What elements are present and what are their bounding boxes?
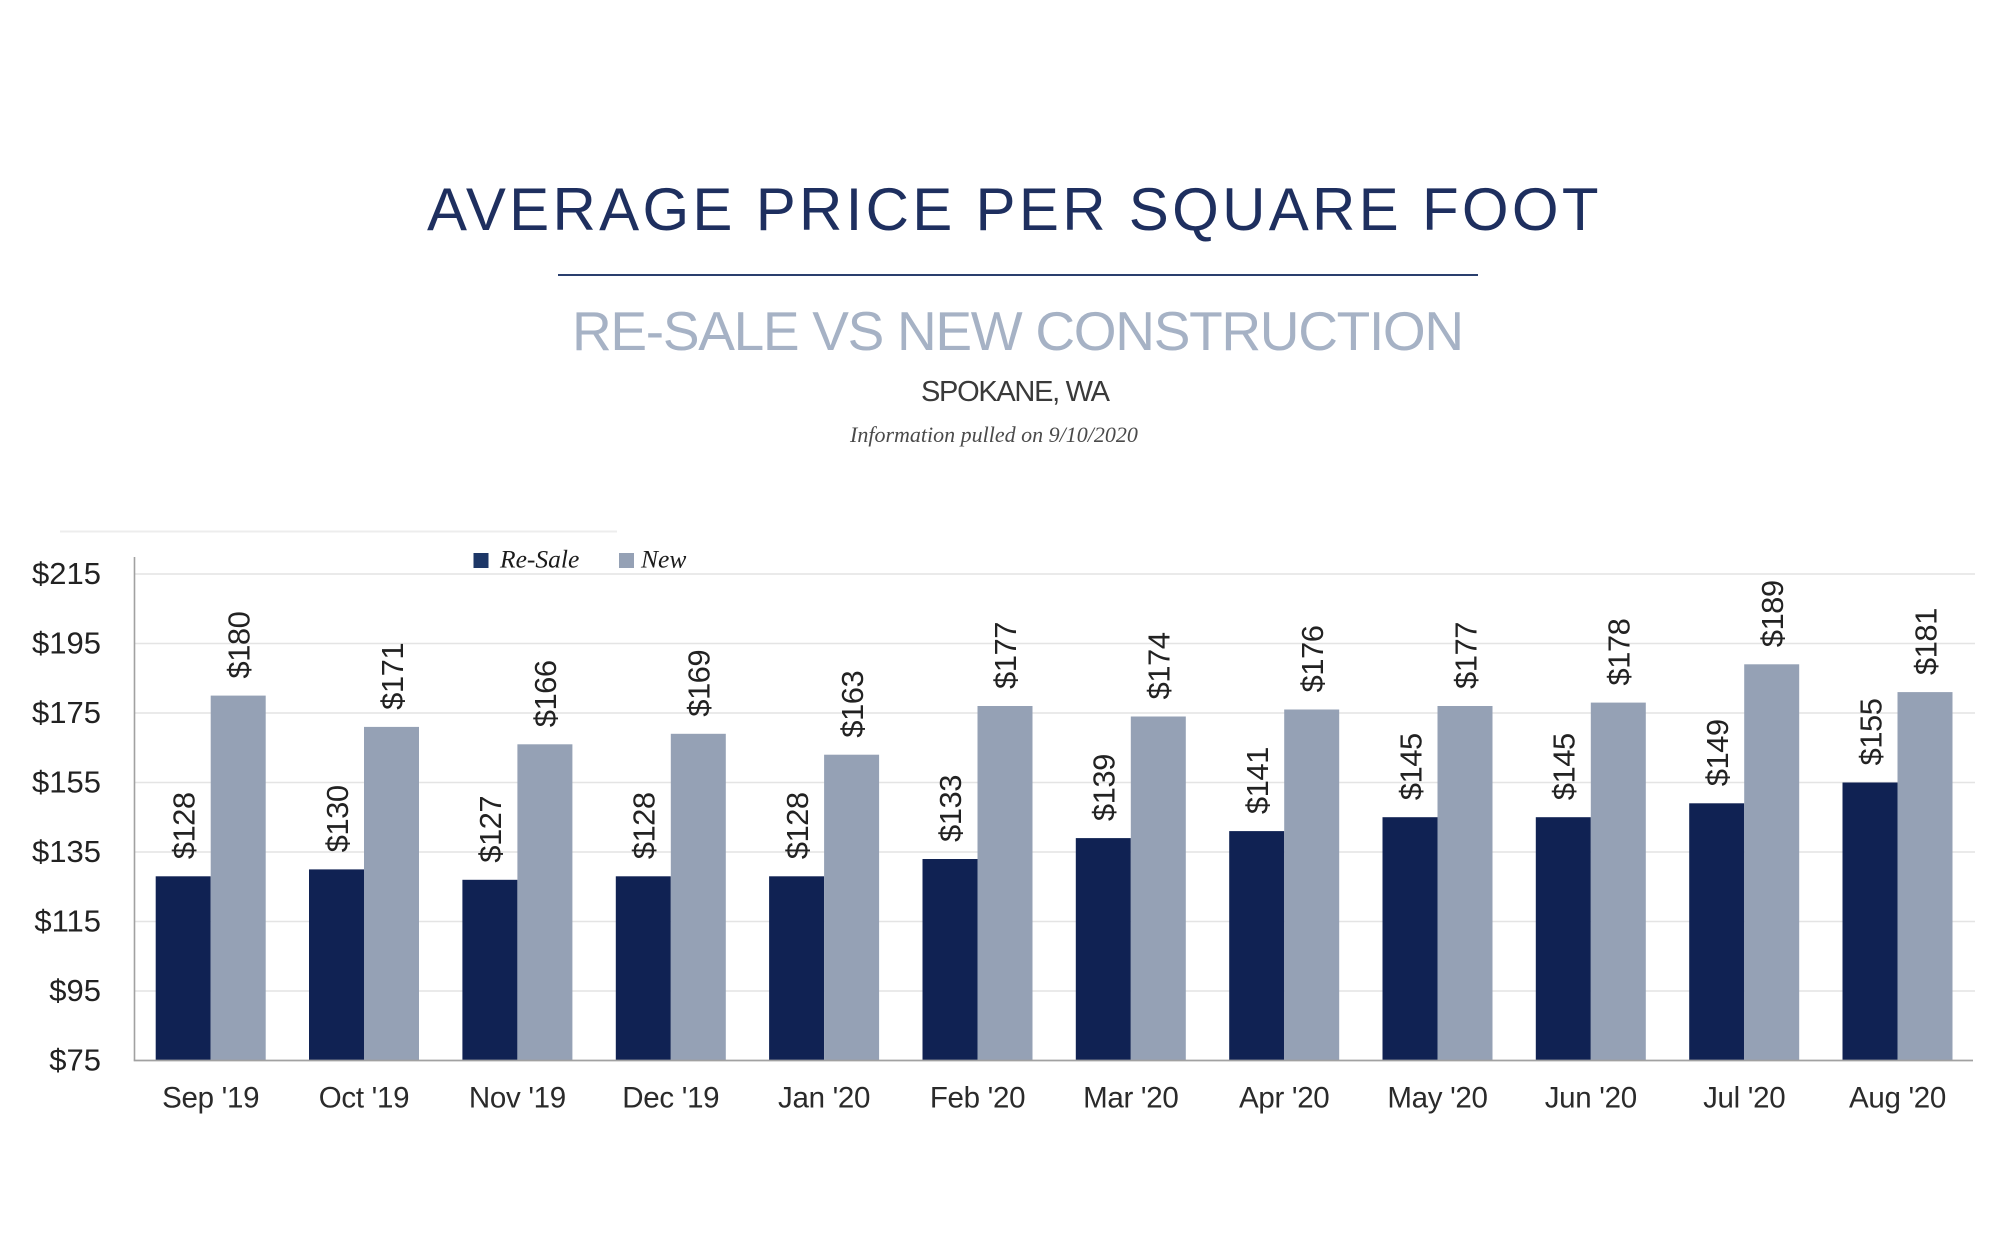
svg-text:$181: $181 [1908,608,1943,675]
svg-text:$175: $175 [32,695,101,730]
svg-text:$155: $155 [32,765,101,800]
svg-text:$180: $180 [222,611,257,678]
svg-text:$145: $145 [1393,733,1428,800]
svg-text:New: New [640,545,686,574]
svg-text:$177: $177 [1448,622,1483,689]
svg-text:$141: $141 [1240,747,1275,814]
svg-text:$75: $75 [49,1043,101,1078]
svg-text:Aug '20: Aug '20 [1849,1082,1946,1115]
svg-text:$177: $177 [988,622,1023,689]
svg-text:$171: $171 [375,643,410,710]
svg-text:$215: $215 [32,556,101,591]
svg-text:Feb '20: Feb '20 [930,1082,1025,1115]
svg-text:Apr '20: Apr '20 [1239,1082,1329,1115]
svg-text:$155: $155 [1853,699,1888,766]
svg-text:$174: $174 [1142,632,1177,699]
svg-text:$128: $128 [627,792,662,859]
svg-text:May '20: May '20 [1387,1082,1487,1115]
svg-text:$176: $176 [1295,626,1330,693]
svg-text:Nov '19: Nov '19 [469,1082,566,1115]
svg-text:$130: $130 [320,785,355,852]
svg-text:Sep '19: Sep '19 [162,1082,259,1115]
svg-text:Re-Sale: Re-Sale [499,545,579,574]
svg-text:$189: $189 [1755,580,1790,647]
svg-text:$95: $95 [49,973,101,1008]
svg-text:Jul '20: Jul '20 [1703,1082,1785,1115]
svg-text:$178: $178 [1602,619,1637,686]
svg-text:$128: $128 [167,792,202,859]
svg-text:$139: $139 [1087,754,1122,821]
svg-text:$127: $127 [473,796,508,863]
svg-text:$169: $169 [682,650,717,717]
svg-text:Jan '20: Jan '20 [778,1082,870,1115]
svg-text:Mar '20: Mar '20 [1083,1082,1178,1115]
svg-text:Jun '20: Jun '20 [1545,1082,1637,1115]
svg-text:$135: $135 [32,834,101,869]
svg-text:$133: $133 [933,775,968,842]
svg-text:$128: $128 [780,792,815,859]
svg-text:Dec '19: Dec '19 [622,1082,719,1115]
svg-text:Oct '19: Oct '19 [319,1082,409,1115]
svg-text:$115: $115 [34,904,101,939]
svg-text:$149: $149 [1700,719,1735,786]
svg-text:$163: $163 [835,671,870,738]
svg-text:$145: $145 [1547,733,1582,800]
svg-text:$195: $195 [32,626,101,661]
svg-text:$166: $166 [528,660,563,727]
